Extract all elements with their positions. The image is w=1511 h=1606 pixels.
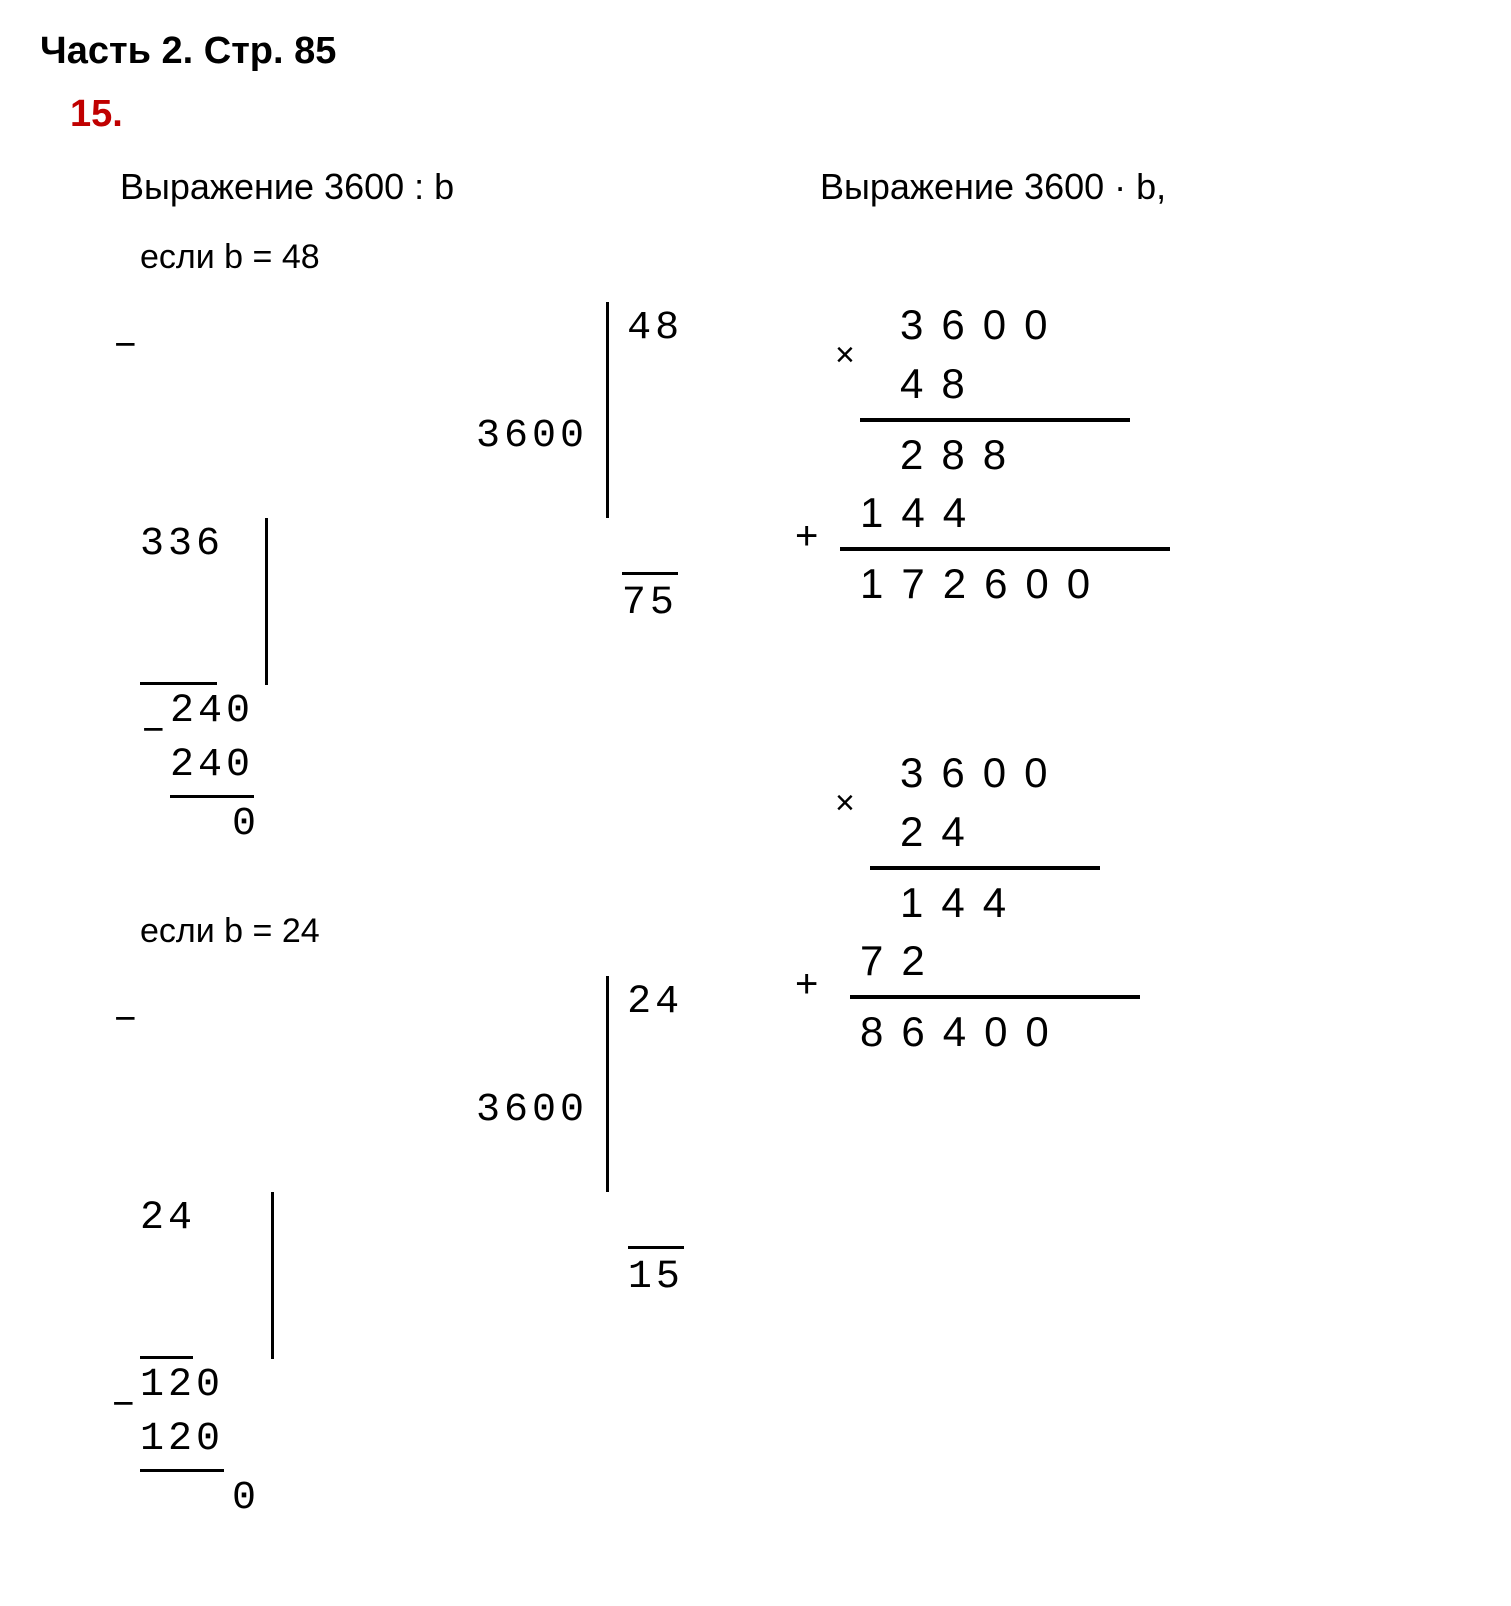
division-b24-block: если b = 24 − 3600 24 24 15 −: [120, 902, 640, 1526]
partial2: 72: [840, 932, 1180, 991]
partial1: 144: [840, 874, 1180, 933]
division-b48-block: если b = 48 − 3600 48 336 75 −: [120, 228, 640, 852]
step1-sub: 336: [140, 522, 224, 567]
quotient: 75: [622, 572, 678, 631]
left-expression-title: Выражение 3600 : b: [120, 166, 640, 208]
dividend: 3600: [476, 1088, 588, 1133]
step1-sub: 24: [140, 1196, 196, 1241]
case-label-b24: если b = 24: [140, 912, 640, 951]
partial1: 288: [840, 426, 1180, 485]
long-multiplication-b48: × 3600 48 + 288 144 172600: [840, 296, 1180, 614]
plus-sign-icon: +: [795, 508, 818, 564]
case-label-b48: если b = 48: [140, 238, 640, 277]
rule-line: [860, 418, 1130, 422]
multiplication-b48-block: × 3600 48 + 288 144 172600: [820, 296, 1340, 614]
part-page-header: Часть 2. Стр. 85: [40, 30, 1471, 73]
multiplication-b24-block: × 3600 24 + 144 72 86400: [820, 744, 1340, 1062]
multiplicand: 3600: [840, 744, 1180, 803]
dividend: 3600: [476, 414, 588, 459]
final-rem: 0: [232, 1472, 260, 1526]
multiplier: 48: [840, 355, 1180, 414]
step1-rem: 240: [170, 685, 254, 739]
right-expression-title: Выражение 3600 · b,: [820, 166, 1340, 208]
content-columns: Выражение 3600 : b если b = 48 − 3600 48…: [120, 166, 1471, 1576]
rule-line: [850, 995, 1140, 999]
step1-rem: 120: [140, 1359, 224, 1413]
result: 172600: [840, 555, 1180, 614]
result: 86400: [840, 1003, 1180, 1062]
divisor: 24: [606, 976, 683, 1192]
left-column: Выражение 3600 : b если b = 48 − 3600 48…: [120, 166, 640, 1576]
rule-line: [840, 547, 1170, 551]
long-multiplication-b24: × 3600 24 + 144 72 86400: [840, 744, 1180, 1062]
plus-sign-icon: +: [795, 956, 818, 1012]
long-division-b48: − 3600 48 336 75 − 240 240: [140, 297, 500, 852]
problem-number: 15.: [70, 93, 1471, 136]
long-division-b24: − 3600 24 24 15 − 120 120: [140, 971, 500, 1526]
step2-sub: 240: [170, 743, 254, 788]
rule-line: [870, 866, 1100, 870]
multiplier: 24: [840, 803, 1180, 862]
partial2: 144: [840, 484, 1180, 543]
quotient: 15: [628, 1246, 684, 1305]
final-rem: 0: [232, 798, 260, 852]
right-column: Выражение 3600 · b, × 3600 48 + 288 144 …: [820, 166, 1340, 1576]
step2-sub: 120: [140, 1417, 224, 1462]
multiplicand: 3600: [840, 296, 1180, 355]
divisor: 48: [606, 302, 683, 518]
